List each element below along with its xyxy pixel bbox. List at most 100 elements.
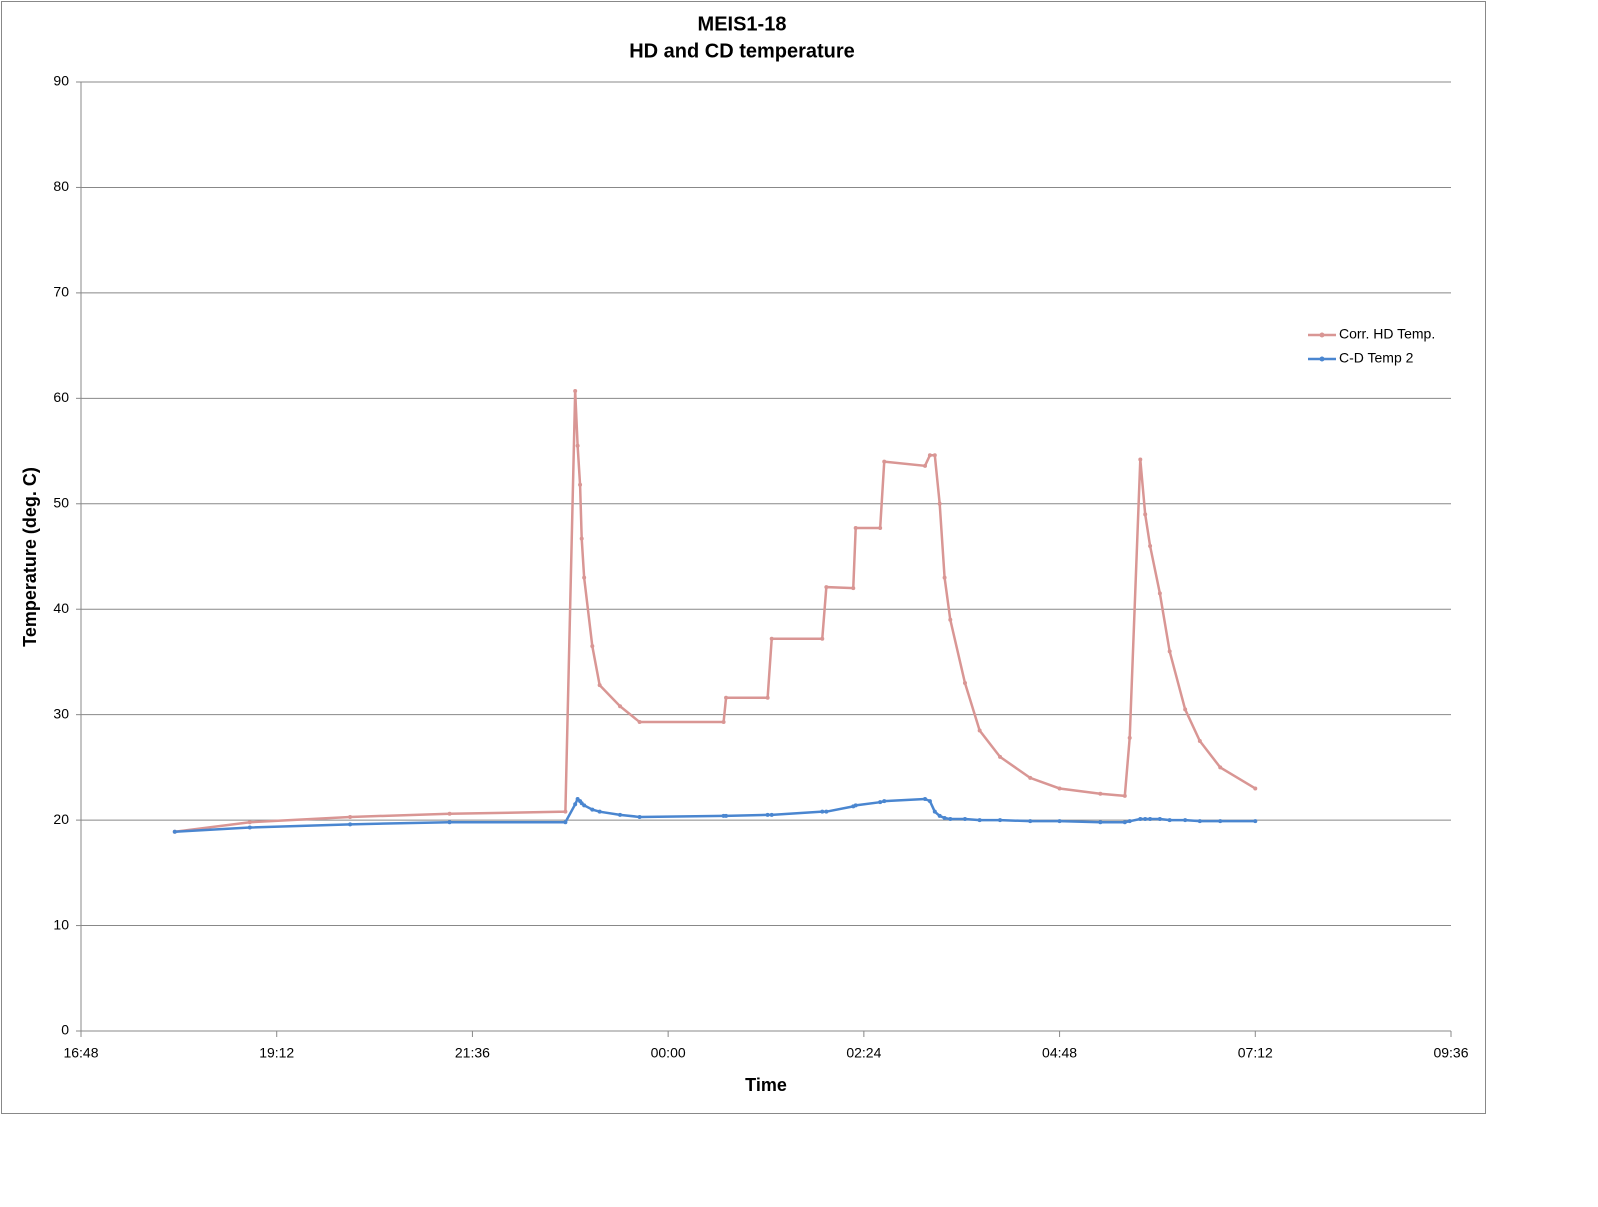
- chart-subtitle: HD and CD temperature: [629, 40, 855, 62]
- data-point: [573, 802, 578, 807]
- data-point: [765, 695, 770, 700]
- data-point: [590, 807, 595, 812]
- data-point: [769, 636, 774, 641]
- data-point: [637, 814, 642, 819]
- data-point: [1218, 819, 1223, 824]
- data-point: [1157, 591, 1162, 596]
- x-tick-label: 21:36: [455, 1045, 490, 1061]
- data-point: [962, 681, 967, 686]
- y-tick-label: 80: [53, 178, 69, 194]
- data-point: [923, 463, 928, 468]
- x-tick-label: 16:48: [63, 1045, 98, 1061]
- data-point: [1157, 817, 1162, 822]
- data-point: [820, 636, 825, 641]
- data-point: [575, 443, 580, 448]
- data-point: [1253, 819, 1258, 824]
- data-point: [1167, 649, 1172, 654]
- data-point: [977, 728, 982, 733]
- data-point: [1028, 775, 1033, 780]
- data-point: [597, 809, 602, 814]
- data-point: [998, 754, 1003, 759]
- data-point: [247, 820, 252, 825]
- data-point: [937, 501, 942, 506]
- data-point: [932, 809, 937, 814]
- x-tick-label: 02:24: [846, 1045, 881, 1061]
- data-point: [824, 809, 829, 814]
- x-tick-label: 00:00: [651, 1045, 686, 1061]
- data-point: [948, 817, 953, 822]
- legend-label: C-D Temp 2: [1339, 350, 1414, 366]
- data-point: [932, 453, 937, 458]
- data-point: [578, 482, 583, 487]
- data-point: [998, 818, 1003, 823]
- data-point: [1218, 765, 1223, 770]
- x-tick-label: 07:12: [1238, 1045, 1273, 1061]
- y-tick-label: 0: [61, 1022, 69, 1038]
- data-point: [724, 695, 729, 700]
- y-tick-label: 20: [53, 811, 69, 827]
- data-point: [1098, 820, 1103, 825]
- legend-label: Corr. HD Temp.: [1339, 326, 1435, 342]
- data-point: [942, 816, 947, 821]
- data-point: [597, 683, 602, 688]
- data-point: [348, 814, 353, 819]
- data-point: [1138, 817, 1143, 822]
- data-point: [948, 617, 953, 622]
- x-tick-label: 04:48: [1042, 1045, 1077, 1061]
- data-point: [573, 388, 578, 393]
- data-point: [637, 720, 642, 725]
- data-point: [721, 720, 726, 725]
- data-point: [1148, 817, 1153, 822]
- x-axis-title: Time: [745, 1075, 787, 1095]
- data-point: [1057, 786, 1062, 791]
- y-tick-label: 10: [53, 916, 69, 932]
- data-point: [618, 704, 623, 709]
- data-point: [878, 526, 883, 531]
- data-point: [1167, 818, 1172, 823]
- legend-marker: [1319, 332, 1325, 338]
- data-point: [1148, 543, 1153, 548]
- data-point: [1122, 820, 1127, 825]
- data-point: [882, 799, 887, 804]
- data-point: [563, 809, 568, 814]
- data-point: [1183, 707, 1188, 712]
- data-point: [1143, 512, 1148, 517]
- data-point: [1127, 819, 1132, 824]
- x-tick-label: 19:12: [259, 1045, 294, 1061]
- data-point: [1127, 735, 1132, 740]
- data-point: [1143, 817, 1148, 822]
- y-tick-label: 70: [53, 284, 69, 300]
- data-point: [927, 799, 932, 804]
- data-point: [348, 822, 353, 827]
- data-point: [824, 585, 829, 590]
- data-point: [977, 818, 982, 823]
- data-point: [447, 811, 452, 816]
- data-point: [853, 526, 858, 531]
- data-point: [618, 812, 623, 817]
- y-tick-label: 40: [53, 600, 69, 616]
- data-point: [769, 812, 774, 817]
- data-point: [1057, 819, 1062, 824]
- data-point: [1138, 457, 1143, 462]
- data-point: [765, 812, 770, 817]
- data-point: [1197, 819, 1202, 824]
- data-point: [1028, 819, 1033, 824]
- chart-frame: [1, 1, 1486, 1114]
- data-point: [582, 803, 587, 808]
- data-point: [1197, 739, 1202, 744]
- y-tick-label: 90: [53, 73, 69, 89]
- data-point: [1253, 786, 1258, 791]
- data-point: [882, 459, 887, 464]
- data-point: [878, 800, 883, 805]
- data-point: [962, 817, 967, 822]
- data-point: [937, 813, 942, 818]
- data-point: [582, 575, 587, 580]
- data-point: [590, 644, 595, 649]
- y-tick-label: 60: [53, 389, 69, 405]
- data-point: [1183, 818, 1188, 823]
- data-point: [923, 797, 928, 802]
- data-point: [247, 825, 252, 830]
- data-point: [579, 536, 584, 541]
- data-point: [927, 453, 932, 458]
